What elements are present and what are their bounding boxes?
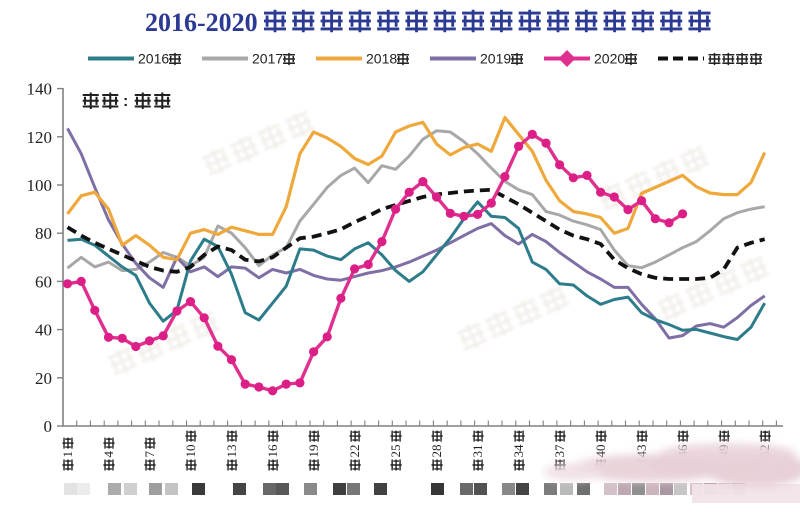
svg-text:31: 31	[470, 445, 485, 458]
svg-text::: :	[123, 93, 128, 110]
svg-text:2016-2020: 2016-2020	[145, 8, 258, 37]
svg-text:2020: 2020	[594, 51, 625, 67]
svg-text:120: 120	[27, 128, 53, 147]
svg-text:34: 34	[511, 444, 526, 458]
svg-text:0: 0	[44, 417, 53, 436]
svg-text:1: 1	[60, 451, 75, 458]
svg-text:20: 20	[35, 369, 52, 388]
svg-text:60: 60	[35, 272, 52, 291]
svg-text:16: 16	[265, 444, 280, 458]
svg-text:10: 10	[183, 445, 198, 458]
svg-text:2019: 2019	[480, 51, 511, 67]
svg-text:28: 28	[429, 445, 444, 458]
svg-text:25: 25	[388, 445, 403, 458]
svg-text:4: 4	[101, 451, 116, 458]
svg-text:40: 40	[593, 445, 608, 458]
svg-text:37: 37	[552, 444, 567, 458]
svg-text:19: 19	[306, 445, 321, 458]
svg-text:100: 100	[27, 176, 53, 195]
svg-text:2017: 2017	[252, 51, 283, 67]
svg-text:22: 22	[347, 445, 362, 458]
svg-text:140: 140	[27, 80, 53, 99]
svg-text:7: 7	[142, 451, 157, 458]
svg-text:2018: 2018	[366, 51, 397, 67]
svg-text:2016: 2016	[138, 51, 169, 67]
svg-text:40: 40	[35, 321, 52, 340]
svg-text:13: 13	[224, 445, 239, 458]
svg-text:80: 80	[35, 224, 52, 243]
